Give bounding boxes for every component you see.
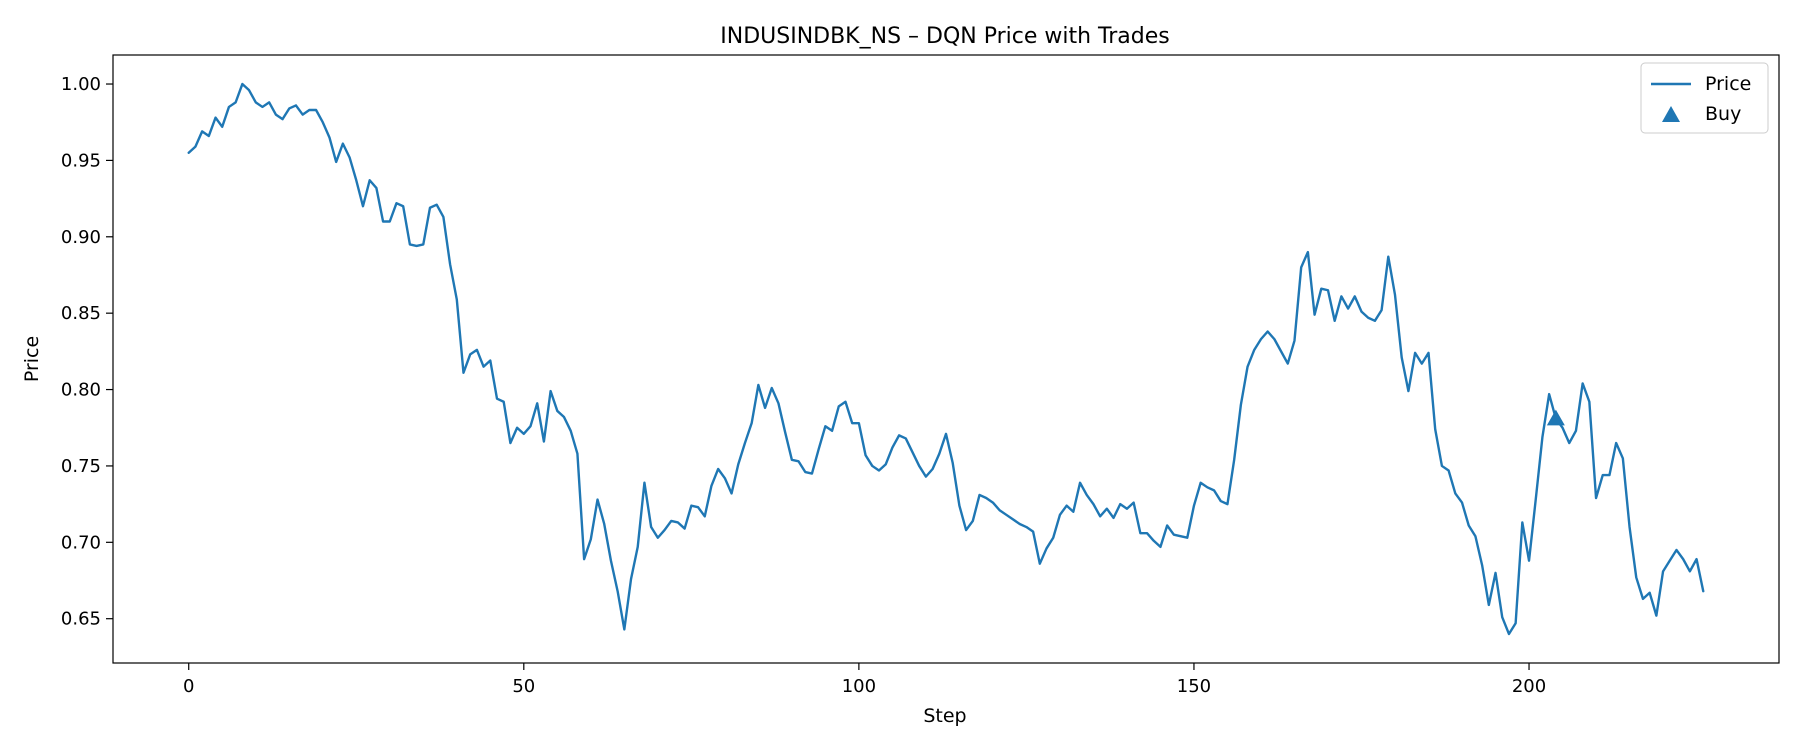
plot-frame — [112, 54, 1780, 664]
y-axis-label: Price — [21, 336, 43, 382]
y-tick-label: 0.95 — [61, 150, 101, 171]
y-tick-label: 0.75 — [61, 456, 101, 477]
price-series-line — [187, 82, 1705, 636]
x-tick-label: 200 — [1512, 676, 1546, 697]
legend: Price Buy — [1640, 62, 1769, 134]
x-tick-label: 50 — [512, 676, 535, 697]
y-tick-label: 0.70 — [61, 532, 101, 553]
chart-title: INDUSINDBK_NS – DQN Price with Trades — [720, 24, 1170, 49]
y-tick-label: 0.80 — [61, 380, 101, 401]
legend-buy-label: Buy — [1705, 103, 1741, 125]
y-axis: 0.65 0.70 0.75 0.80 0.85 0.90 0.95 1.00 — [61, 74, 113, 630]
legend-price-label: Price — [1705, 73, 1751, 95]
x-tick-label: 100 — [842, 676, 876, 697]
y-tick-label: 0.65 — [61, 609, 101, 630]
plot-area — [187, 82, 1705, 636]
x-axis-label: Step — [923, 705, 966, 727]
x-tick-label: 150 — [1177, 676, 1211, 697]
y-tick-label: 0.90 — [61, 227, 101, 248]
buy-marker — [1546, 409, 1565, 426]
y-tick-label: 1.00 — [61, 74, 101, 95]
legend-buy-swatch — [1662, 106, 1680, 122]
y-tick-label: 0.85 — [61, 303, 101, 324]
x-tick-label: 0 — [183, 676, 194, 697]
x-axis: 0 50 100 150 200 — [183, 663, 1546, 697]
